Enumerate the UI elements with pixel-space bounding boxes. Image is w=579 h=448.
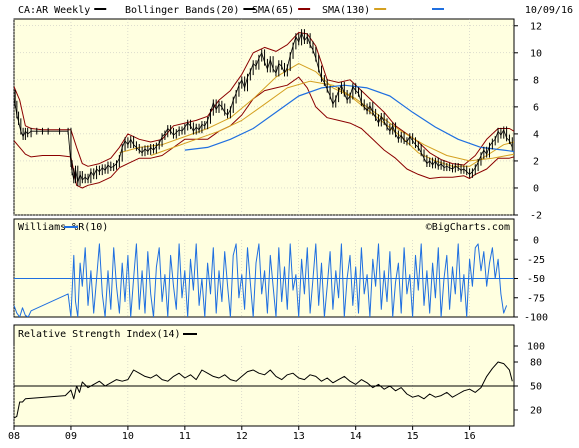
rsi-label: Relative Strength Index(14) — [18, 329, 181, 340]
price-y-tick-6: 6 — [533, 102, 539, 113]
bollinger-lower-line — [14, 76, 514, 189]
x-tick-14: 14 — [350, 431, 362, 442]
williams-label: Williams %R(10) — [18, 222, 108, 233]
rsi-panel — [13, 324, 515, 427]
x-tick-12: 12 — [236, 431, 248, 442]
price-y-tick-8: 8 — [533, 75, 539, 86]
legend-label-2: SMA(65) — [252, 5, 294, 16]
x-tick-08: 08 — [8, 431, 20, 442]
rsi-y-tick-100: 100 — [527, 342, 545, 353]
williams-y-tick--25: -25 — [527, 255, 545, 266]
williams-y-tick--100: -100 — [524, 313, 548, 324]
williams-y-tick--75: -75 — [527, 293, 545, 304]
price-y-tick-2: 2 — [533, 156, 539, 167]
price-gridlines — [13, 19, 514, 216]
williams-y-tick-0: 0 — [533, 236, 539, 247]
watermark: ©BigCharts.com — [426, 222, 510, 233]
price-y-tick-10: 10 — [530, 48, 542, 59]
x-tick-10: 10 — [122, 431, 134, 442]
x-axis: 08 09 10 11 12 13 14 15 16 — [8, 426, 476, 442]
price-y-tick--2: -2 — [530, 211, 542, 222]
legend-label-0: CA:AR Weekly — [18, 5, 90, 16]
rsi-line — [14, 361, 513, 419]
rsi-y-tick-50: 50 — [530, 382, 542, 393]
price-y-tick-12: 12 — [530, 21, 542, 32]
price-y-tick-4: 4 — [533, 129, 539, 140]
price-panel — [13, 18, 515, 216]
x-tick-09: 09 — [65, 431, 77, 442]
williams-series-group — [14, 243, 508, 317]
legend: CA:AR Weekly Bollinger Bands(20) SMA(65) SM… — [18, 5, 444, 16]
williams-y-axis: 0 -25 -50 -75 -100 — [514, 236, 548, 324]
sma130-line — [150, 80, 514, 162]
x-tick-16: 16 — [464, 431, 476, 442]
x-tick-13: 13 — [293, 431, 305, 442]
williams-y-tick--50: -50 — [527, 274, 545, 285]
x-tick-11: 11 — [179, 431, 191, 442]
date-label: 10/09/16 — [525, 5, 573, 16]
price-y-tick-0: 0 — [533, 183, 539, 194]
rsi-y-tick-80: 80 — [530, 358, 542, 369]
williams-line — [14, 243, 508, 317]
rsi-y-tick-20: 20 — [530, 406, 542, 417]
rsi-series-group — [14, 361, 513, 419]
price-y-axis: -2 0 2 4 6 8 10 12 — [514, 21, 542, 222]
x-tick-15: 15 — [407, 431, 419, 442]
price-series-group — [14, 29, 514, 189]
bollinger-upper-line — [14, 32, 514, 167]
rsi-y-axis: 100 80 50 20 — [514, 342, 545, 417]
legend-label-1: Bollinger Bands(20) — [125, 5, 239, 16]
rsi-gridlines — [13, 346, 514, 426]
price-line — [14, 32, 513, 184]
legend-label-3: SMA(130) — [322, 5, 370, 16]
